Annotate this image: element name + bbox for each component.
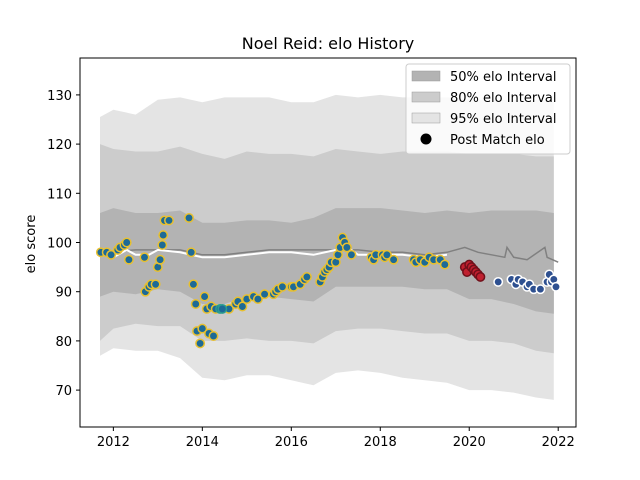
data-point — [190, 299, 201, 309]
expected-elo-line — [99, 245, 559, 263]
data-point — [186, 247, 197, 258]
data-point — [277, 281, 288, 292]
data-point — [188, 279, 199, 290]
y-tick-label: 90 — [55, 286, 72, 301]
data-point — [199, 291, 210, 302]
legend-box — [405, 63, 571, 155]
legend-swatch — [411, 91, 441, 103]
data-point — [158, 230, 169, 241]
data-point — [388, 254, 399, 265]
legend-swatch — [411, 112, 441, 124]
data-point — [208, 331, 219, 341]
data-point — [197, 323, 208, 334]
data-point — [493, 276, 504, 287]
legend-label: Post Match elo — [450, 133, 545, 148]
y-axis: 70 80 90 100 110 120 130 — [47, 89, 80, 399]
data-point — [259, 289, 270, 300]
data-point — [217, 303, 228, 314]
chart-title: Noel Reid: elo History — [242, 34, 415, 53]
plot-area — [95, 94, 561, 400]
data-point — [106, 249, 117, 260]
x-tick-label: 2020 — [453, 435, 486, 450]
data-point — [123, 254, 134, 265]
data-point — [475, 271, 486, 282]
x-tick-label: 2016 — [275, 435, 308, 450]
data-point — [139, 252, 150, 263]
legend-label: 50% elo Interval — [450, 70, 557, 85]
x-tick-label: 2022 — [542, 435, 575, 450]
y-tick-label: 110 — [47, 187, 72, 202]
data-point — [346, 249, 357, 260]
y-axis-title: elo score — [24, 215, 39, 274]
legend-swatch — [411, 70, 441, 82]
data-point — [121, 237, 132, 248]
data-point — [551, 281, 561, 292]
legend: 50% elo Interval 80% elo Interval 95% elo … — [405, 63, 571, 155]
y-tick-label: 100 — [47, 237, 72, 252]
interval-bands — [100, 94, 554, 400]
x-axis: 2012 2014 2016 2018 2020 2022 — [97, 427, 575, 450]
data-point — [195, 338, 206, 349]
data-point — [237, 301, 248, 312]
data-point — [150, 279, 161, 290]
y-tick-label: 70 — [55, 384, 72, 399]
data-point — [155, 254, 166, 265]
x-tick-label: 2018 — [364, 435, 397, 450]
post-match-points — [95, 212, 561, 349]
x-tick-label: 2014 — [186, 435, 219, 450]
data-point — [157, 240, 168, 250]
y-tick-label: 80 — [55, 335, 72, 350]
y-tick-label: 130 — [47, 89, 72, 104]
x-tick-label: 2012 — [97, 435, 130, 450]
data-point — [535, 284, 546, 295]
y-tick-label: 120 — [47, 138, 72, 153]
legend-label: 95% elo Interval — [450, 112, 557, 127]
data-point — [341, 242, 352, 253]
data-point — [252, 294, 263, 305]
data-point — [439, 259, 450, 270]
legend-label: 80% elo Interval — [450, 91, 557, 106]
data-point — [301, 271, 312, 282]
data-point — [184, 212, 194, 223]
data-point — [381, 249, 392, 260]
data-point — [164, 215, 174, 226]
legend-marker — [420, 133, 432, 145]
